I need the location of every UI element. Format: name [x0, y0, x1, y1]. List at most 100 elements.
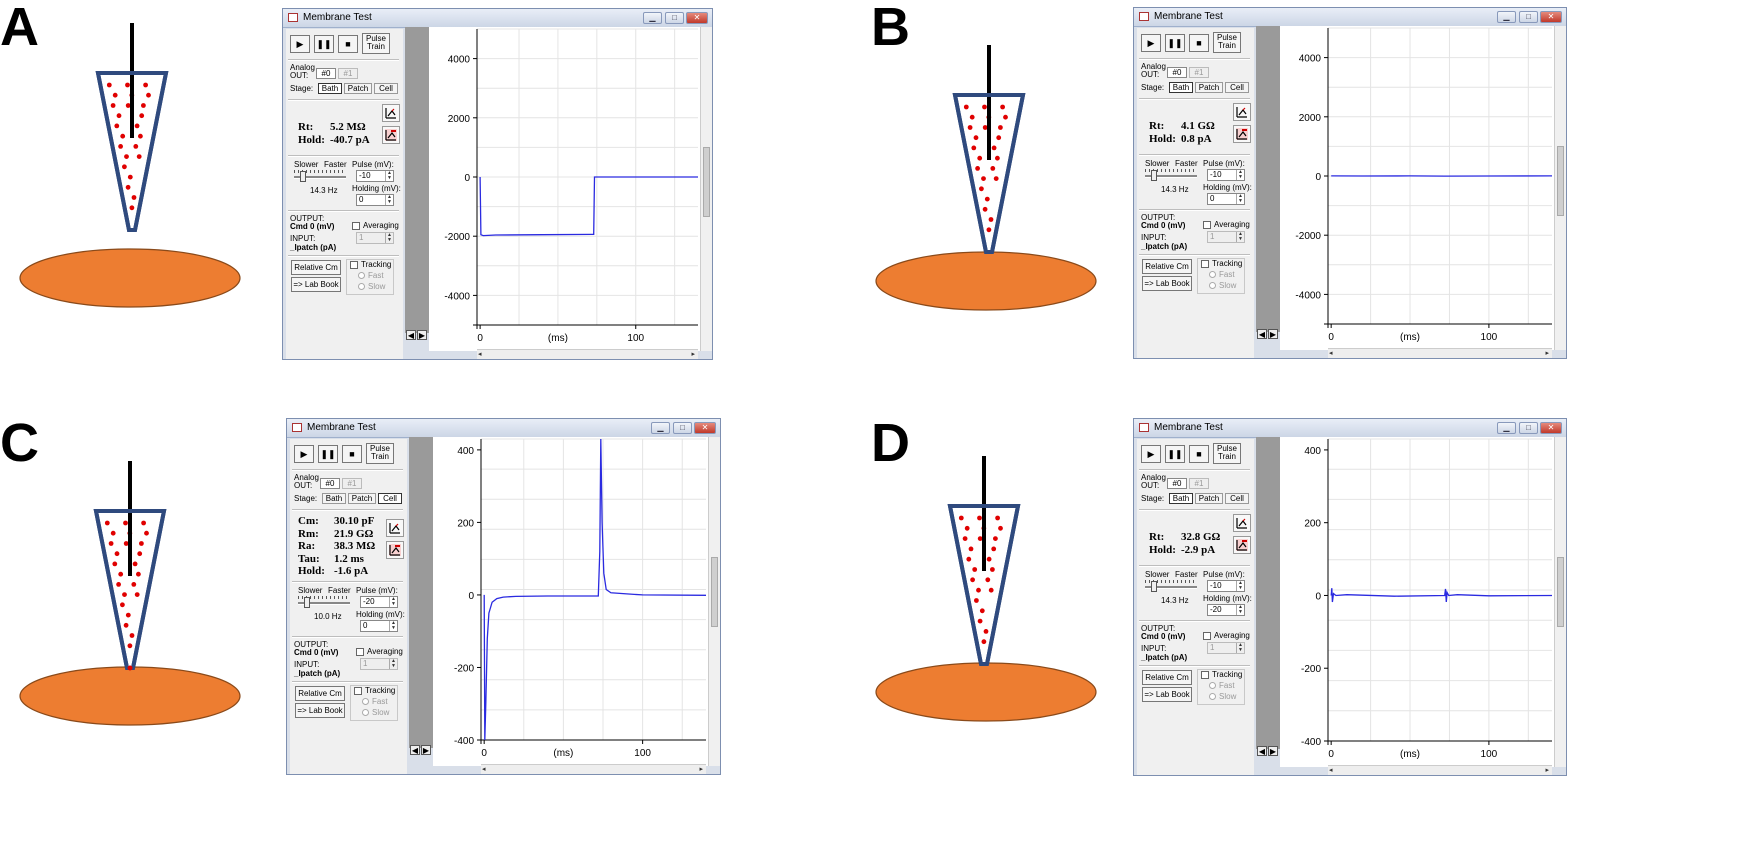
fast-radio[interactable] [1209, 271, 1216, 278]
minimize-button[interactable]: ▁ [1497, 11, 1516, 23]
slow-radio[interactable] [1209, 282, 1216, 289]
pulse-input[interactable]: -20 ▲ ▼ [360, 596, 398, 608]
rate-slider-track[interactable] [1145, 586, 1197, 589]
scroll-left-button[interactable]: ◀ [1257, 746, 1267, 756]
slow-radio[interactable] [1209, 693, 1216, 700]
analog-out-0-button[interactable]: #0 [1167, 67, 1187, 78]
scope-red-icon[interactable] [1233, 125, 1251, 143]
analog-out-0-button[interactable]: #0 [316, 68, 336, 79]
stage-patch-tab[interactable]: Patch [344, 83, 372, 94]
rate-slider-thumb[interactable] [1151, 170, 1157, 181]
vertical-scrollbar[interactable] [1554, 26, 1566, 350]
close-button[interactable]: ✕ [694, 422, 716, 434]
relative-cm-button[interactable]: Relative Cm [1142, 670, 1192, 685]
averaging-checkbox[interactable] [352, 222, 360, 230]
stage-patch-tab[interactable]: Patch [348, 493, 376, 504]
rate-slider-thumb[interactable] [304, 597, 310, 608]
scroll-left-button[interactable]: ◀ [1257, 329, 1267, 339]
analog-out-1-button[interactable]: #1 [342, 478, 362, 489]
stage-cell-tab[interactable]: Cell [374, 83, 398, 94]
stage-cell-tab[interactable]: Cell [1225, 493, 1249, 504]
analog-out-0-button[interactable]: #0 [320, 478, 340, 489]
stage-patch-tab[interactable]: Patch [1195, 82, 1223, 93]
horizontal-scrollbar[interactable]: ◂ ▸ [481, 764, 706, 774]
pause-button[interactable]: ❚❚ [314, 35, 334, 53]
pulse-train-button[interactable]: Pulse Train [1213, 32, 1241, 53]
horizontal-scrollbar[interactable]: ◂ ▸ [1328, 765, 1552, 775]
scope-icon[interactable] [1233, 103, 1251, 121]
relative-cm-button[interactable]: Relative Cm [1142, 259, 1192, 274]
pulse-train-button[interactable]: Pulse Train [362, 33, 390, 54]
scope-icon[interactable] [1233, 514, 1251, 532]
averaging-input[interactable]: 1 ▲ ▼ [1207, 231, 1245, 243]
scope-red-icon[interactable] [382, 126, 400, 144]
close-button[interactable]: ✕ [1540, 422, 1562, 434]
pulse-train-button[interactable]: Pulse Train [1213, 443, 1241, 464]
slow-radio[interactable] [358, 283, 365, 290]
minimize-button[interactable]: ▁ [643, 12, 662, 24]
stage-bath-tab[interactable]: Bath [1169, 82, 1193, 93]
analog-out-1-button[interactable]: #1 [1189, 67, 1209, 78]
analog-out-0-button[interactable]: #0 [1167, 478, 1187, 489]
rate-slider-thumb[interactable] [1151, 581, 1157, 592]
tracking-checkbox[interactable] [1201, 671, 1209, 679]
horizontal-scrollbar[interactable]: ◂ ▸ [1328, 348, 1552, 358]
rate-slider-track[interactable] [298, 602, 350, 605]
maximize-button[interactable]: □ [665, 12, 684, 24]
stage-bath-tab[interactable]: Bath [318, 83, 342, 94]
scope-red-icon[interactable] [1233, 536, 1251, 554]
stage-patch-tab[interactable]: Patch [1195, 493, 1223, 504]
averaging-input[interactable]: 1 ▲ ▼ [1207, 642, 1245, 654]
scope-icon[interactable] [382, 104, 400, 122]
minimize-button[interactable]: ▁ [651, 422, 670, 434]
horizontal-scrollbar[interactable]: ◂ ▸ [477, 349, 698, 359]
slow-radio[interactable] [362, 709, 369, 716]
holding-input[interactable]: -20 ▲ ▼ [1207, 604, 1245, 616]
averaging-input[interactable]: 1 ▲ ▼ [360, 658, 398, 670]
stage-bath-tab[interactable]: Bath [322, 493, 346, 504]
stage-cell-tab[interactable]: Cell [378, 493, 402, 504]
lab-book-button[interactable]: => Lab Book [1142, 687, 1192, 702]
tracking-checkbox[interactable] [1201, 260, 1209, 268]
stage-cell-tab[interactable]: Cell [1225, 82, 1249, 93]
scroll-right-button[interactable]: ▶ [1268, 746, 1278, 756]
stop-button[interactable]: ■ [1189, 445, 1209, 463]
lab-book-button[interactable]: => Lab Book [1142, 276, 1192, 291]
holding-input[interactable]: 0 ▲ ▼ [360, 620, 398, 632]
stop-button[interactable]: ■ [338, 35, 358, 53]
vertical-scrollbar[interactable] [708, 437, 720, 766]
pulse-input[interactable]: -10 ▲ ▼ [1207, 169, 1245, 181]
play-button[interactable]: ▶ [290, 35, 310, 53]
close-button[interactable]: ✕ [1540, 11, 1562, 23]
scope-red-icon[interactable] [386, 541, 404, 559]
tracking-checkbox[interactable] [350, 261, 358, 269]
pulse-input[interactable]: -10 ▲ ▼ [1207, 580, 1245, 592]
play-button[interactable]: ▶ [1141, 445, 1161, 463]
lab-book-button[interactable]: => Lab Book [291, 277, 341, 292]
scroll-right-button[interactable]: ▶ [421, 745, 431, 755]
maximize-button[interactable]: □ [1519, 422, 1538, 434]
close-button[interactable]: ✕ [686, 12, 708, 24]
averaging-checkbox[interactable] [1203, 221, 1211, 229]
stop-button[interactable]: ■ [1189, 34, 1209, 52]
scroll-left-button[interactable]: ◀ [406, 330, 416, 340]
vertical-scrollbar[interactable] [700, 27, 712, 351]
pause-button[interactable]: ❚❚ [318, 445, 338, 463]
maximize-button[interactable]: □ [673, 422, 692, 434]
rate-slider-track[interactable] [1145, 175, 1197, 178]
scope-icon[interactable] [386, 519, 404, 537]
relative-cm-button[interactable]: Relative Cm [295, 686, 345, 701]
pulse-train-button[interactable]: Pulse Train [366, 443, 394, 464]
play-button[interactable]: ▶ [1141, 34, 1161, 52]
rate-slider-thumb[interactable] [300, 171, 306, 182]
stop-button[interactable]: ■ [342, 445, 362, 463]
maximize-button[interactable]: □ [1519, 11, 1538, 23]
analog-out-1-button[interactable]: #1 [1189, 478, 1209, 489]
pulse-input[interactable]: -10 ▲ ▼ [356, 170, 394, 182]
averaging-checkbox[interactable] [1203, 632, 1211, 640]
analog-out-1-button[interactable]: #1 [338, 68, 358, 79]
fast-radio[interactable] [362, 698, 369, 705]
stage-bath-tab[interactable]: Bath [1169, 493, 1193, 504]
lab-book-button[interactable]: => Lab Book [295, 703, 345, 718]
averaging-input[interactable]: 1 ▲ ▼ [356, 232, 394, 244]
